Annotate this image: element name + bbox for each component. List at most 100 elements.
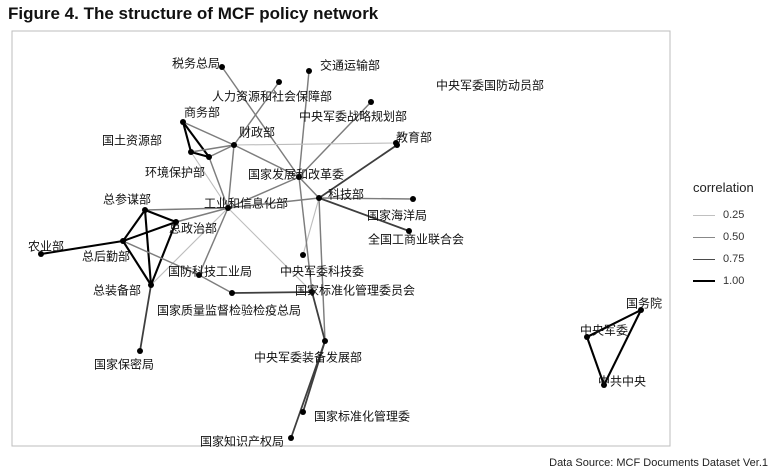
edge-czb-fgw (233, 144, 300, 178)
node-label-zljj: 国家质量监督检验检疫总局 (157, 303, 301, 318)
node-gyhxxhb (225, 205, 231, 211)
edge-zyjwgfdy-kjb (318, 144, 398, 199)
node-zyjwzbfz (322, 338, 328, 344)
edge-czb-gyhxxhb (227, 144, 235, 209)
node-gfkjgyj (196, 272, 202, 278)
node-label-jyb: 教育部 (396, 130, 432, 145)
edge-swb-czb (182, 121, 235, 146)
edge-gtzyb-czb (190, 144, 235, 153)
node-zgzy (601, 382, 607, 388)
node-nyb (38, 251, 44, 257)
node-label-zhqb: 总后勤部 (82, 249, 130, 264)
node-czb (231, 142, 237, 148)
node-label-gjbmj: 国家保密局 (94, 357, 154, 372)
node-label-zyjwgfdy: 中央军委国防动员部 (436, 78, 544, 93)
node-label-swzj: 税务总局 (172, 56, 220, 71)
edges-layer (40, 66, 642, 439)
node-zscqj (288, 435, 294, 441)
node-label-zyjwzbfz: 中央军委装备发展部 (254, 350, 362, 365)
node-swzj (219, 64, 225, 70)
edge-zljj-zyjwzbfz (311, 291, 326, 342)
node-jyb (393, 140, 399, 146)
node-gtzyb (188, 149, 194, 155)
edge-gfkjgyj-gjbzhglwyh (198, 274, 233, 294)
node-label-gjbzhglwyh: 国家标准化管理委员会 (295, 283, 415, 298)
edge-zyjwzbfz-zscqj (290, 340, 326, 439)
legend-swatch (693, 236, 715, 238)
data-source-note: Data Source: MCF Documents Dataset Ver.1 (549, 457, 768, 469)
node-label-swb: 商务部 (184, 105, 220, 120)
node-label-zgzy: 中共中央 (598, 374, 646, 389)
node-hjbhb (206, 154, 212, 160)
node-zyjwkjw (300, 252, 306, 258)
edge-zyjw-zgzy (586, 336, 605, 386)
legend-label: 1.00 (723, 275, 745, 287)
legend-item: 1.00 (693, 270, 744, 292)
edge-swb-hjbhb (182, 121, 210, 158)
edge-zhqb-zzbb (122, 240, 152, 286)
edge-gwy-zyjw (586, 309, 642, 338)
node-zyjwzlgh (368, 99, 374, 105)
edge-gyhxxhb-zcmb (144, 207, 229, 211)
legend-label: 0.50 (723, 231, 745, 243)
node-label-gyhxxhb: 工业和信息化部 (204, 196, 288, 211)
edge-zcmb-zzbb (143, 209, 153, 286)
node-kjb (316, 195, 322, 201)
edge-zcmb-zzzb (144, 209, 177, 223)
node-gjbzhglw (300, 409, 306, 415)
node-label-gtzyb: 国土资源部 (102, 133, 162, 148)
edge-fgw-zljj (298, 176, 313, 293)
edge-kjb-qggslhh (318, 197, 410, 232)
legend-swatch (693, 258, 715, 260)
edge-kjb-gjhyj (318, 197, 414, 200)
node-rlzy (276, 79, 282, 85)
node-gjbmj (137, 348, 143, 354)
node-label-zscqj: 国家知识产权局 (200, 434, 284, 449)
node-zhqb (120, 238, 126, 244)
edge-swb-gtzyb (181, 121, 193, 153)
node-label-gjhyj: 国家海洋局 (367, 208, 427, 223)
node-label-zyjwzlgh: 中央军委战略规划部 (299, 109, 407, 124)
edge-zzbb-gjbmj (139, 284, 152, 352)
node-label-czb: 财政部 (239, 125, 275, 140)
node-label-zzzb: 总政治部 (169, 221, 217, 236)
edge-hjbhb-gyhxxhb (208, 156, 229, 209)
edge-fgw-kjb (298, 176, 320, 199)
edge-zyjwzlgh-fgw (298, 101, 372, 178)
node-gwy (638, 307, 644, 313)
edge-rlzy-czb (233, 81, 280, 146)
edge-gyhxxhb-zzzb (175, 207, 229, 223)
edge-gtzyb-gyhxxhb (190, 151, 229, 209)
node-label-kjb: 科技部 (328, 187, 364, 202)
panel-border (11, 30, 671, 447)
legend-item: 0.50 (693, 226, 744, 248)
legend-label: 0.25 (723, 209, 745, 221)
node-gjbzhglwyh (229, 290, 235, 296)
node-label-hjbhb: 环境保护部 (145, 165, 205, 180)
node-gjhyj (410, 196, 416, 202)
figure-title: Figure 4. The structure of MCF policy ne… (8, 4, 379, 23)
legend-swatch (693, 280, 715, 282)
node-zljj (309, 289, 315, 295)
node-zyjw (584, 334, 590, 340)
nodes-layer (38, 64, 644, 441)
edge-hjbhb-czb (208, 144, 235, 158)
edge-czb-jyb (233, 142, 397, 146)
edge-gwy-zgzy (603, 309, 642, 386)
node-label-jtysb: 交通运输部 (320, 58, 380, 73)
edge-kjb-zyjwzbfz (318, 197, 326, 342)
edge-zzzb-zhqb (122, 221, 177, 242)
node-label-nyb: 农业部 (28, 239, 64, 254)
edge-zzzb-zzbb (150, 221, 177, 286)
legend-item: 0.25 (693, 204, 744, 226)
node-fgw (296, 174, 302, 180)
legend-label: 0.75 (723, 253, 745, 265)
node-qggslhh (406, 228, 412, 234)
edge-zhqb-gfkjgyj (122, 240, 200, 276)
edge-jtysb-fgw (298, 70, 310, 178)
node-label-zyjwkjw: 中央军委科技委 (280, 264, 364, 279)
edge-gyhxxhb-gfkjgyj (198, 207, 229, 276)
edge-gyhxxhb-zljj (227, 207, 313, 293)
